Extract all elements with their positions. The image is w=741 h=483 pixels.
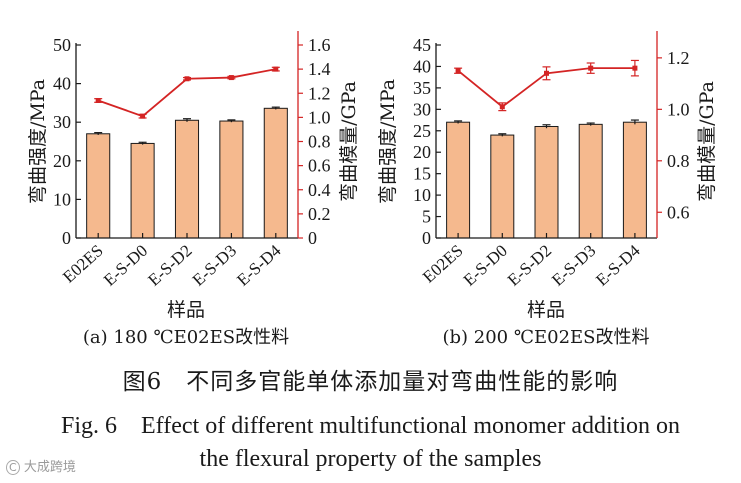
bar-e-s-d3: [578, 123, 603, 239]
bar-e-s-d4: [622, 121, 647, 239]
x-tick-label: E-S-D3: [189, 241, 240, 290]
watermark-text: 大成跨境: [23, 460, 76, 475]
bar-e-s-d0: [490, 134, 515, 239]
figure-caption-en-line1: Fig. 6 Effect of different multifunction…: [61, 413, 680, 439]
left-tick-label: 10: [413, 185, 431, 205]
chart-panel-b: 0510152025303540450.60.81.01.2E02ESE-S-D…: [377, 31, 718, 348]
bar-e02es: [446, 121, 471, 239]
left-tick-label: 30: [413, 99, 431, 119]
right-tick-label: 0.6: [667, 202, 690, 222]
right-tick-label: 0.2: [308, 204, 331, 224]
right-axis-title: 弯曲模量/GPa: [338, 81, 360, 202]
right-tick-label: 1.4: [308, 59, 331, 79]
left-tick-label: 10: [53, 189, 71, 209]
right-tick-label: 0.8: [308, 132, 331, 152]
modulus-point: [544, 70, 549, 76]
right-tick-label: 0.4: [308, 180, 331, 200]
bar-e-s-d3: [219, 120, 244, 239]
right-tick-label: 0.8: [667, 151, 690, 171]
left-tick-label: 20: [413, 142, 431, 162]
bar-e-s-d4: [263, 107, 288, 239]
left-tick-label: 45: [413, 35, 431, 55]
bar-e-s-d0: [130, 142, 155, 239]
watermark-logo-icon: C: [6, 460, 20, 475]
x-tick-label: E-S-D4: [592, 241, 644, 290]
right-tick-label: 0.6: [308, 156, 331, 176]
x-axis-title: 样品: [527, 299, 565, 321]
right-tick-label: 1.2: [667, 48, 690, 68]
x-tick-label: E-S-D2: [504, 241, 555, 290]
modulus-point: [228, 75, 234, 81]
left-tick-label: 40: [53, 74, 71, 94]
x-tick-label: E-S-D0: [460, 241, 511, 290]
right-tick-label: 1.6: [308, 35, 331, 55]
left-tick-label: 20: [53, 151, 71, 171]
modulus-point: [455, 68, 461, 74]
panel-caption: (b) 200 ℃E02ES改性料: [442, 327, 649, 348]
figure-caption-cn: 图6 不同多官能单体添加量对弯曲性能的影响: [122, 369, 619, 395]
x-tick-label: E-S-D3: [548, 241, 599, 290]
left-tick-label: 50: [53, 35, 71, 55]
panel-caption: (a) 180 ℃E02ES改性料: [83, 327, 289, 348]
x-tick-label: E-S-D0: [100, 241, 151, 290]
left-axis-title: 弯曲强度/MPa: [377, 79, 399, 204]
right-axis-title: 弯曲模量/GPa: [696, 81, 718, 202]
left-tick-label: 0: [422, 228, 431, 248]
modulus-point: [184, 76, 190, 82]
x-axis-title: 样品: [167, 299, 205, 321]
x-tick-label: E-S-D2: [144, 241, 195, 290]
left-tick-label: 15: [413, 164, 431, 184]
left-tick-label: 25: [413, 121, 431, 141]
modulus-point: [95, 97, 101, 103]
right-tick-label: 1.0: [667, 99, 690, 119]
left-axis-title: 弯曲强度/MPa: [27, 79, 49, 204]
modulus-point: [273, 66, 279, 72]
bar-e-s-d2: [174, 119, 200, 239]
left-tick-label: 40: [413, 56, 431, 76]
left-tick-label: 35: [413, 78, 431, 98]
modulus-point: [499, 104, 505, 110]
modulus-point: [140, 113, 146, 119]
left-tick-label: 30: [53, 112, 71, 132]
chart-panel-a: 0102030405000.20.40.60.81.01.21.41.6E02E…: [27, 31, 360, 348]
bar-e-s-d2: [534, 125, 559, 239]
modulus-point: [588, 65, 594, 71]
watermark: C 大成跨境: [6, 456, 76, 475]
right-tick-label: 1.0: [308, 107, 331, 127]
right-tick-label: 1.2: [308, 83, 331, 103]
figure-svg: 0102030405000.20.40.60.81.01.21.41.6E02E…: [27, 31, 718, 348]
left-tick-label: 0: [62, 228, 71, 248]
right-tick-label: 0: [308, 228, 317, 248]
left-tick-label: 5: [422, 207, 431, 227]
modulus-line: [97, 68, 276, 118]
x-tick-label: E-S-D4: [233, 241, 285, 290]
modulus-point: [632, 65, 638, 71]
figure-caption-en-line2: the flexural property of the samples: [199, 446, 542, 472]
bar-e02es: [86, 133, 111, 239]
